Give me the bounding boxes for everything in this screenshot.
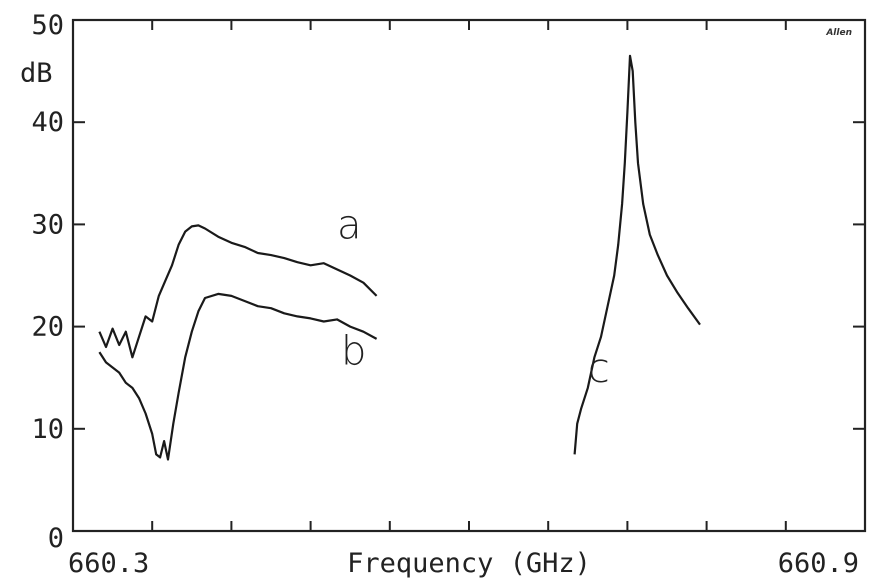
y-tick-label-3: 30: [31, 209, 64, 240]
y-tick-label-0: 0: [48, 523, 64, 554]
x-tick-label-0: 660.3: [68, 548, 149, 579]
y-tick-label-1: 10: [31, 414, 64, 445]
annotation-b: b: [341, 328, 366, 374]
plot-frame: [71, 18, 867, 533]
curve-a: [98, 224, 378, 359]
curve-b: [98, 292, 378, 461]
y-tick-label-2: 20: [31, 312, 64, 343]
y-axis-unit-label: dB: [20, 58, 53, 89]
y-tick-label-5: 50: [31, 10, 64, 41]
x-tick-label-1: 660.9: [778, 548, 859, 579]
x-axis-label: Frequency (GHz): [347, 548, 591, 579]
annotation-a: a: [337, 203, 362, 249]
y-tick-label-4: 40: [31, 107, 64, 138]
logo-mark: Allen: [825, 28, 852, 38]
annotation-c: c: [588, 346, 610, 392]
curve-c: [573, 54, 701, 455]
